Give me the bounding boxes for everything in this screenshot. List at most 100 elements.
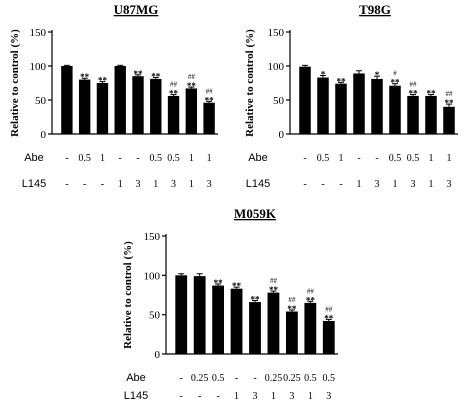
bar: [185, 88, 198, 134]
abe-dose-label: -: [65, 153, 68, 164]
row-label-abe: Abe: [126, 372, 146, 384]
abe-dose-label: 0.5: [317, 153, 330, 164]
l145-dose-label: 3: [253, 391, 258, 401]
l145-dose-label: 1: [189, 179, 194, 190]
bar: [407, 95, 419, 134]
bar: [150, 78, 162, 134]
significance-hash-label: ##: [307, 287, 315, 295]
row-label-l145: L145: [246, 178, 270, 190]
l145-dose-label: 3: [326, 391, 331, 401]
chart-title: M059K: [234, 206, 277, 221]
bar: [322, 320, 335, 354]
significance-hash-label: ##: [410, 81, 418, 89]
significance-star-label: **: [324, 313, 334, 323]
chart-panel-t98g: T98G Relative to control (%) 0 50 100 150 - - * 0…: [244, 2, 458, 190]
abe-dose-label: 0.25: [283, 373, 301, 384]
l145-dose-label: -: [216, 391, 219, 401]
significance-hash-label: ##: [206, 87, 214, 95]
l145-dose-label: 3: [171, 179, 176, 190]
bar: [212, 285, 225, 354]
y-tick-label: 150: [30, 27, 47, 39]
chart-title: U87MG: [114, 2, 159, 17]
bar: [230, 288, 243, 354]
abe-dose-label: -: [303, 153, 306, 164]
significance-star-label: **: [445, 98, 455, 108]
abe-dose-label: -: [375, 153, 378, 164]
y-tick-label: 50: [273, 95, 285, 107]
bar: [78, 79, 91, 134]
significance-hash-label: ##: [288, 296, 296, 304]
abe-dose-label: 0.5: [304, 373, 317, 384]
abe-dose-label: 1: [100, 153, 105, 164]
bar: [304, 302, 317, 354]
l145-dose-label: 1: [234, 391, 239, 401]
significance-star-label: **: [151, 72, 161, 82]
row-label-abe: Abe: [24, 152, 44, 164]
l145-dose-label: 1: [429, 179, 434, 190]
abe-dose-label: -: [119, 153, 122, 164]
abe-dose-label: 1: [429, 153, 434, 164]
l145-dose-label: -: [101, 179, 104, 190]
significance-star-label: **: [80, 72, 90, 82]
significance-star-label: **: [98, 76, 108, 86]
significance-star-label: **: [287, 304, 297, 314]
l145-dose-label: 3: [447, 179, 452, 190]
abe-dose-label: 0.5: [389, 153, 402, 164]
bar: [317, 77, 329, 134]
bar: [353, 73, 365, 134]
bar: [175, 275, 188, 354]
bar: [193, 276, 206, 354]
bar: [203, 102, 215, 134]
l145-dose-label: 1: [271, 391, 276, 401]
bar: [267, 292, 280, 354]
significance-star-label: **: [187, 81, 197, 91]
abe-dose-label: -: [136, 153, 139, 164]
l145-dose-label: -: [339, 179, 342, 190]
abe-dose-label: 1: [189, 153, 194, 164]
significance-star-label: **: [134, 69, 144, 79]
l145-dose-label: -: [198, 391, 201, 401]
significance-star-label: *: [375, 70, 380, 80]
significance-hash-label: #: [393, 70, 397, 78]
y-tick-label: 50: [35, 95, 47, 107]
y-axis-label: Relative to control (%): [244, 29, 256, 137]
bar: [299, 66, 311, 134]
l145-dose-label: 1: [308, 391, 313, 401]
chart-title: T98G: [359, 2, 391, 17]
significance-star-label: **: [169, 89, 179, 99]
bar: [443, 106, 455, 134]
significance-star-label: **: [205, 95, 215, 105]
y-tick-label: 150: [268, 27, 285, 39]
row-label-l145: L145: [124, 390, 148, 401]
abe-dose-label: 0.5: [212, 373, 225, 384]
l145-dose-label: 1: [357, 179, 362, 190]
bar: [249, 302, 261, 354]
l145-dose-label: 1: [393, 179, 398, 190]
significance-hash-label: ##: [170, 81, 178, 89]
bar: [425, 95, 437, 134]
bar: [389, 85, 401, 134]
y-tick-label: 0: [41, 129, 47, 141]
abe-dose-label: 0.5: [78, 153, 91, 164]
abe-dose-label: -: [253, 373, 256, 384]
abe-dose-label: 0.5: [150, 153, 163, 164]
l145-dose-label: 3: [375, 179, 380, 190]
significance-star-label: *: [321, 70, 326, 80]
significance-hash-label: ##: [188, 73, 196, 81]
y-tick-label: 50: [149, 310, 161, 322]
y-tick-label: 100: [30, 61, 47, 73]
abe-dose-label: 1: [339, 153, 344, 164]
l145-dose-label: -: [65, 179, 68, 190]
abe-dose-label: -: [180, 373, 183, 384]
significance-star-label: **: [391, 78, 401, 88]
l145-dose-label: 3: [289, 391, 294, 401]
abe-dose-label: 1: [447, 153, 452, 164]
significance-star-label: **: [409, 89, 419, 99]
chart-panel-u87mg: U87MG Relative to control (%) 0 50 100 150 - - *…: [9, 2, 218, 190]
significance-star-label: **: [337, 76, 347, 86]
abe-dose-label: 0.5: [407, 153, 420, 164]
bar: [167, 95, 180, 134]
y-tick-label: 100: [144, 270, 161, 282]
